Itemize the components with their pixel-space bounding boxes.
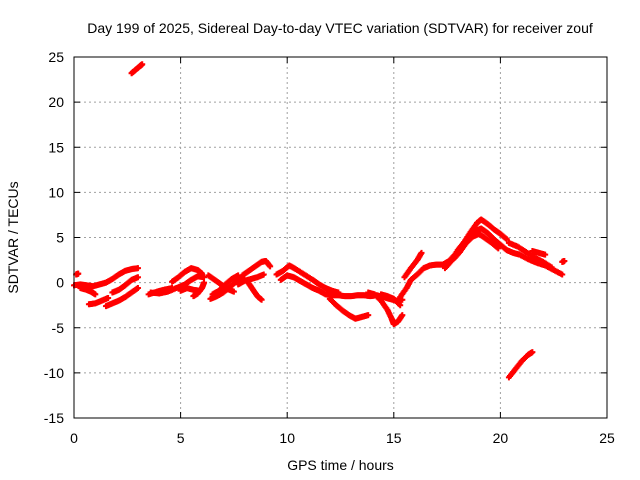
data-point [365,312,372,319]
data-point [198,270,205,277]
x-tick-label: 15 [386,430,402,446]
data-point [92,291,99,298]
data-point [561,257,568,264]
data-points [71,61,568,381]
data-point [258,296,265,303]
y-tick-label: 0 [56,275,64,291]
data-point [399,312,406,319]
data-point [201,274,208,281]
y-tick-labels: -15 -10 -5 0 5 10 15 20 25 [44,49,64,426]
data-point [529,349,536,356]
data-point [139,61,146,68]
y-tick-label: 25 [48,49,64,65]
data-point [134,285,141,292]
grid-lines [74,57,607,418]
data-point [267,263,274,270]
y-tick-label: 20 [48,94,64,110]
y-tick-label: -5 [52,320,65,336]
data-point [559,271,566,278]
y-tick-label: -15 [44,410,64,426]
chart-title: Day 199 of 2025, Sidereal Day-to-day VTE… [87,20,593,36]
y-axis-title: SDTVAR / TECUs [5,181,21,293]
data-point [418,249,425,256]
data-point [542,251,549,258]
y-tick-label: 10 [48,184,64,200]
data-point [260,271,267,278]
data-point [503,236,510,243]
data-point [75,270,82,277]
x-tick-label: 0 [70,430,78,446]
x-tick-label: 5 [177,430,185,446]
x-tick-label: 20 [493,430,509,446]
data-point [201,279,208,286]
data-point [105,294,112,301]
data-point [548,264,555,271]
plot-frame [73,56,608,419]
data-point [134,265,141,272]
x-tick-labels: 0 5 10 15 20 25 [70,430,615,446]
data-point [230,288,237,295]
data-point [397,302,404,309]
data-point [495,245,502,252]
x-tick-label: 10 [279,430,295,446]
x-axis-title: GPS time / hours [287,457,394,473]
data-point [134,274,141,281]
y-tick-label: 15 [48,139,64,155]
y-tick-label: -10 [44,365,64,381]
y-tick-label: 5 [56,230,64,246]
x-tick-label: 25 [599,430,615,446]
